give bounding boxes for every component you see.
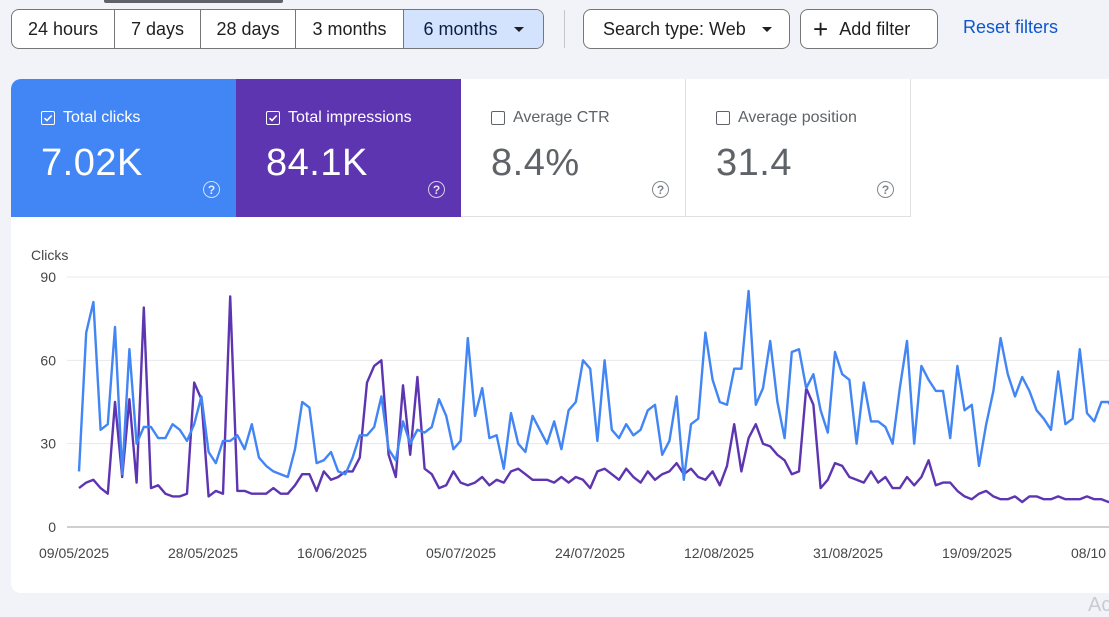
x-tick-label: 09/05/2025 (39, 545, 109, 561)
chevron-down-icon (761, 26, 772, 32)
plus-icon: + (813, 14, 829, 44)
x-tick-label: 08/10 (1071, 545, 1106, 561)
x-tick-label: 24/07/2025 (555, 545, 625, 561)
x-tick-label: 12/08/2025 (684, 545, 754, 561)
x-tick-label: 28/05/2025 (168, 545, 238, 561)
reset-filters-link[interactable]: Reset filters (963, 17, 1059, 37)
metric-label: Average position (738, 109, 857, 126)
metric-value: 31.4 (716, 142, 792, 184)
help-icon[interactable]: ? (203, 181, 220, 198)
watermark-text: Ac (1088, 594, 1109, 616)
y-tick-label: 90 (40, 269, 56, 285)
metric-label: Total clicks (63, 109, 141, 126)
metric-label-row: Total impressions (266, 109, 412, 127)
metric-label-row: Average CTR (491, 109, 610, 127)
metric-value: 84.1K (266, 142, 368, 184)
metric-value: 7.02K (41, 142, 143, 184)
tab-indicator (104, 0, 283, 3)
y-tick-label: 30 (40, 436, 56, 452)
help-icon[interactable]: ? (877, 181, 894, 198)
checkbox-unchecked-icon[interactable] (716, 111, 730, 125)
metric-card-total-clicks[interactable]: Total clicks 7.02K ? (11, 79, 236, 217)
range-24-hours[interactable]: 24 hours (12, 10, 115, 48)
search-type-dropdown[interactable]: Search type: Web (583, 9, 790, 49)
y-axis-title: Clicks (31, 247, 68, 263)
metric-card-average-ctr[interactable]: Average CTR 8.4% ? (461, 79, 686, 217)
clicks-series-line (77, 289, 1109, 481)
toolbar-divider (564, 10, 565, 48)
add-filter-button[interactable]: + Add filter (800, 9, 938, 49)
metric-label: Average CTR (513, 109, 610, 126)
metric-label-row: Average position (716, 109, 857, 127)
metric-label: Total impressions (288, 109, 412, 126)
metric-label-row: Total clicks (41, 109, 140, 127)
checkbox-checked-icon[interactable] (41, 111, 55, 125)
y-tick-label: 60 (40, 352, 56, 368)
range-6-months[interactable]: 6 months (404, 10, 543, 48)
performance-chart-card: Clicks 0 30 60 90 09/05/2025 28/05/2025 16/06… (11, 217, 1109, 593)
range-7-days[interactable]: 7 days (115, 10, 201, 48)
search-type-label: Search type: Web (603, 18, 746, 39)
metric-card-average-position[interactable]: Average position 31.4 ? (686, 79, 911, 217)
x-tick-label: 16/06/2025 (297, 545, 367, 561)
checkbox-unchecked-icon[interactable] (491, 111, 505, 125)
date-range-selector: 24 hours 7 days 28 days 3 months 6 month… (11, 9, 544, 49)
x-tick-label: 31/08/2025 (813, 545, 883, 561)
help-icon[interactable]: ? (652, 181, 669, 198)
performance-chart[interactable]: Clicks 0 30 60 90 09/05/2025 28/05/2025 16/06… (11, 217, 1109, 593)
impressions-series-line (78, 295, 1109, 504)
chevron-down-icon (513, 26, 524, 32)
add-filter-label: Add filter (839, 18, 911, 39)
x-tick-label: 05/07/2025 (426, 545, 496, 561)
range-3-months[interactable]: 3 months (296, 10, 404, 48)
range-6-months-label: 6 months (423, 18, 498, 39)
x-tick-label: 19/09/2025 (942, 545, 1012, 561)
range-28-days[interactable]: 28 days (201, 10, 296, 48)
checkbox-checked-icon[interactable] (266, 111, 280, 125)
metric-value: 8.4% (491, 142, 580, 184)
y-tick-label: 0 (48, 519, 56, 535)
metric-cards: Total clicks 7.02K ? Total impressions 8… (11, 79, 1109, 217)
help-icon[interactable]: ? (428, 181, 445, 198)
metric-card-total-impressions[interactable]: Total impressions 84.1K ? (236, 79, 461, 217)
